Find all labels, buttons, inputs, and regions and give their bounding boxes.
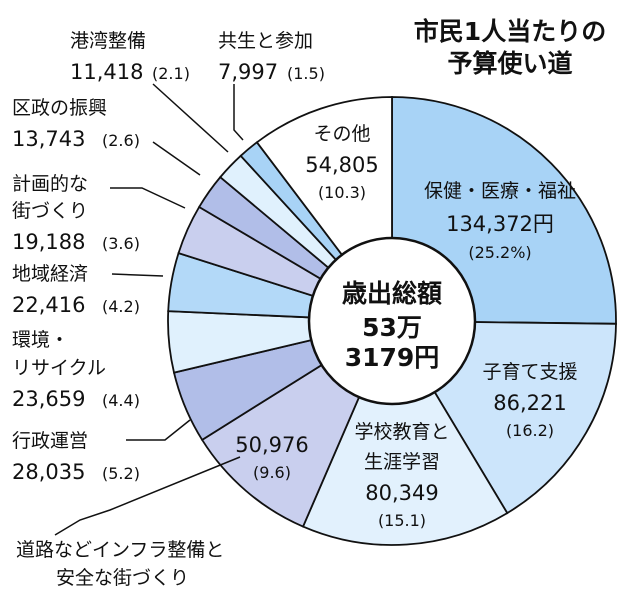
slice-label: 共生と参加 [218,30,313,52]
slice-label: 区政の振興 [12,97,107,119]
slice-percent: (10.3) [318,183,366,202]
slice-percent: (25.2%) [468,243,531,262]
pie-slice [301,319,509,546]
slice-percent: (4.2) [102,297,140,316]
slice-label: 学校教育と [354,421,449,443]
slice-percent: (2.6) [102,131,140,150]
slice-value: 11,418 [70,60,143,84]
slice-percent: (4.4) [102,391,140,410]
slice-value: 28,035 [12,460,85,484]
slice-label: 街づくり [12,200,88,222]
slice-value: 54,805 [305,153,378,177]
slice-label: 生涯学習 [364,451,440,473]
leader-line-keikaku [110,187,186,209]
slice-label: その他 [313,123,370,145]
leader-line-chiiki [111,273,164,277]
slice-value: 23,659 [12,387,85,411]
slice-percent: (16.2) [506,421,554,440]
slice-percent: (5.2) [102,464,140,483]
slice-value: 7,997 [218,60,278,84]
slice-value: 80,349 [365,481,438,505]
center-hole [307,236,477,406]
slice-label: 地域経済 [12,263,88,285]
slice-percent: (15.1) [378,511,426,530]
slice-label: 安全な街づくり [56,567,189,589]
center-total: 53万 [362,313,422,342]
leader-line-kowan [152,83,229,153]
slice-value: 50,976 [235,433,308,457]
slice-percent: (1.5) [287,64,325,83]
chart-title: 市民1人当たりの [414,17,606,46]
slice-percent: (3.6) [102,234,140,253]
chart-title: 予算使い道 [447,49,572,78]
slice-value: 19,188 [12,230,85,254]
slice-percent: (9.6) [253,463,291,482]
slice-percent: (2.1) [152,64,190,83]
slice-label: 子育て支援 [482,361,577,383]
leader-line-kyosei [233,84,244,141]
slice-label: 港湾整備 [70,30,146,52]
slice-value: 86,221 [493,391,566,415]
slice-value: 22,416 [12,293,85,317]
center-label: 歳出総額 [342,279,442,308]
slice-value: 13,743 [12,127,85,151]
slice-value: 134,372円 [446,212,554,236]
slice-label: 道路などインフラ整備と [16,539,224,561]
slice-label: リサイクル [12,357,106,379]
leader-line-kusei [152,141,201,176]
slice-label: 行政運営 [12,430,88,452]
slice-label: 環境・ [12,329,69,351]
center-total: 3179円 [345,343,440,372]
slice-label: 保健・医療・福祉 [424,180,576,202]
leader-line-gyosei [126,419,191,441]
leader-line-doro [54,456,241,536]
slice-label: 計画的な [12,173,88,195]
